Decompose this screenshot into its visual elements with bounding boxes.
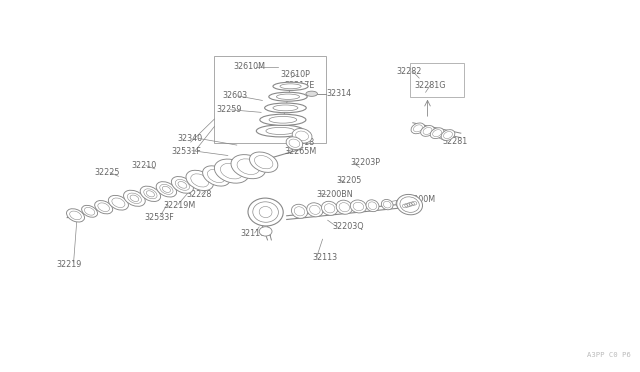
Ellipse shape [186,170,213,190]
Text: 32228: 32228 [187,190,212,199]
Ellipse shape [396,199,408,209]
Bar [410,63,464,97]
Ellipse shape [366,200,379,212]
Ellipse shape [248,198,284,226]
Ellipse shape [292,128,312,143]
Text: 32259: 32259 [216,105,242,114]
Text: A3PP C0 P6: A3PP C0 P6 [587,352,630,358]
Ellipse shape [397,195,422,215]
Text: 32318: 32318 [289,138,314,147]
Text: 32281: 32281 [443,137,468,146]
Ellipse shape [430,128,444,138]
Ellipse shape [203,166,230,186]
Text: 32603: 32603 [223,92,248,100]
Ellipse shape [286,137,303,150]
Text: 32316: 32316 [211,173,236,182]
Ellipse shape [95,201,113,214]
Text: 32314: 32314 [326,89,351,98]
Ellipse shape [306,91,317,96]
Ellipse shape [269,92,307,101]
Ellipse shape [156,182,177,197]
Ellipse shape [124,190,145,206]
Ellipse shape [441,130,455,140]
Ellipse shape [140,186,161,202]
Text: 32262: 32262 [248,160,274,169]
Text: 32205: 32205 [336,176,362,185]
Text: 32217E: 32217E [285,81,315,90]
Ellipse shape [381,199,393,210]
Text: 32210: 32210 [131,161,156,170]
Ellipse shape [259,227,272,236]
Text: 32531F: 32531F [172,147,201,156]
Bar [214,56,326,143]
Text: 32200BN: 32200BN [317,190,353,199]
Text: 32340: 32340 [178,134,203,143]
Text: 32281G: 32281G [415,81,446,90]
Text: 32225: 32225 [95,169,120,177]
Text: 32219: 32219 [56,260,82,269]
Ellipse shape [273,82,308,90]
Ellipse shape [108,195,129,210]
Text: 32610P: 32610P [280,70,310,79]
Ellipse shape [172,177,193,193]
Ellipse shape [321,201,338,215]
Text: 32110A: 32110A [240,229,271,238]
Ellipse shape [411,123,425,134]
Ellipse shape [260,114,306,125]
Ellipse shape [265,103,307,113]
Ellipse shape [82,205,97,217]
Text: 32533F: 32533F [144,213,173,222]
Ellipse shape [350,200,367,213]
Text: 32203P: 32203P [351,158,381,167]
Ellipse shape [307,203,323,217]
Text: 32610M: 32610M [234,62,266,71]
Text: 32203Q: 32203Q [333,222,364,231]
Ellipse shape [420,126,435,136]
Text: 32200M: 32200M [403,195,435,203]
Ellipse shape [256,125,305,137]
Text: 32219M: 32219M [163,201,195,210]
Ellipse shape [214,159,249,183]
Ellipse shape [336,200,353,214]
Ellipse shape [250,152,278,172]
Ellipse shape [291,204,308,218]
Text: 32282: 32282 [397,67,422,76]
Ellipse shape [231,155,266,179]
Ellipse shape [67,209,84,222]
Text: 32265M: 32265M [285,147,317,156]
Text: 32113: 32113 [312,253,337,262]
